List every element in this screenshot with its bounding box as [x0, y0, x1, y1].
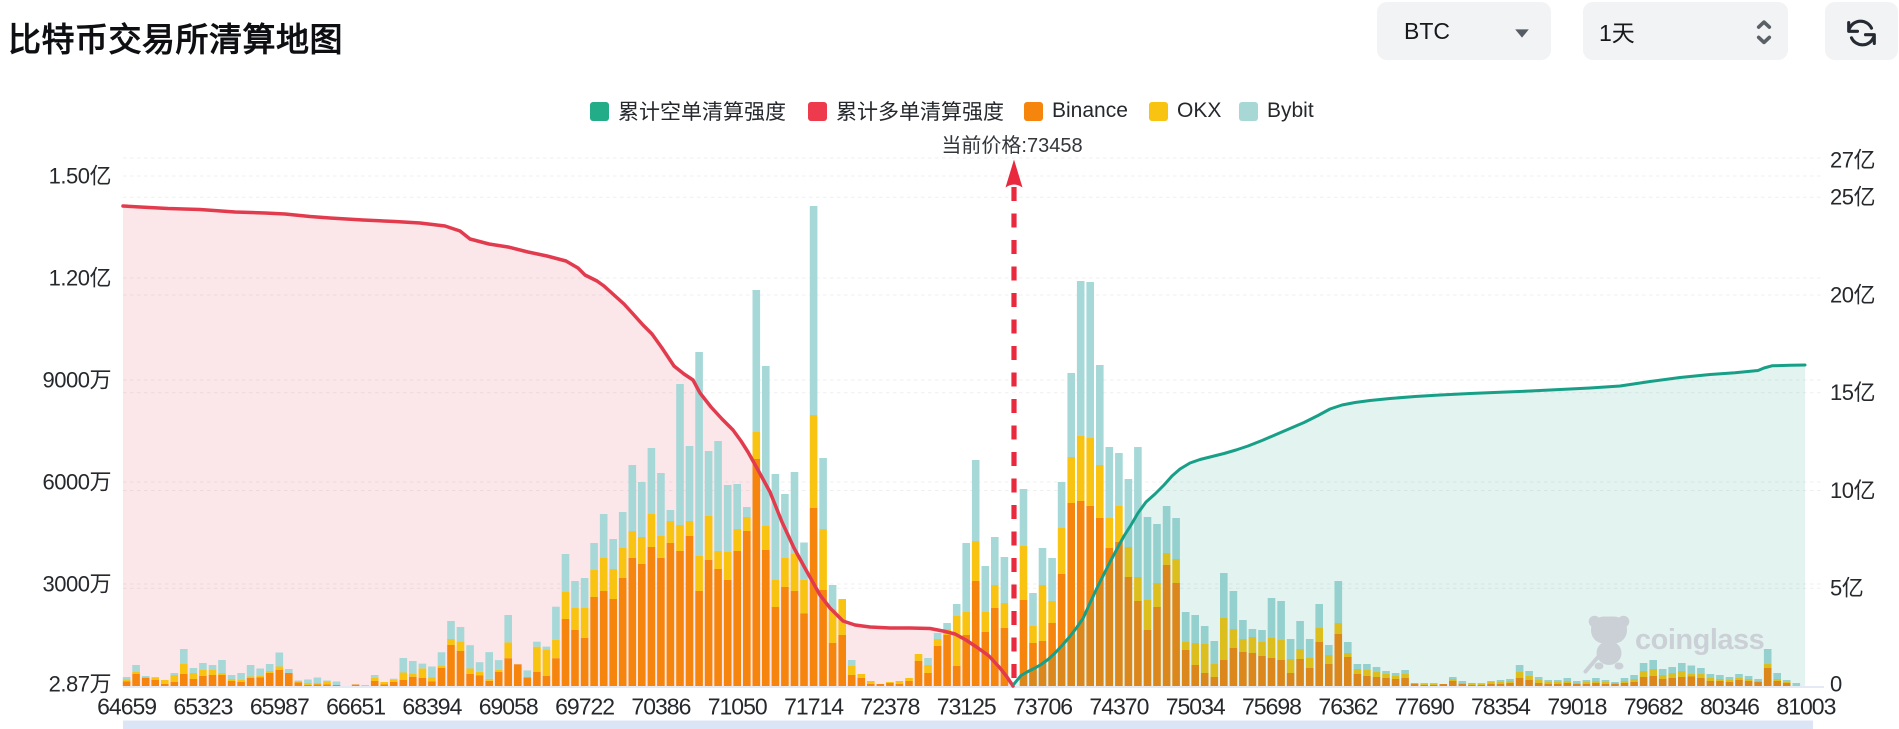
svg-text:76362: 76362: [1318, 694, 1377, 720]
svg-text:78354: 78354: [1471, 694, 1531, 720]
svg-text:coinglass: coinglass: [1635, 624, 1764, 656]
svg-text:6000万: 6000万: [43, 470, 111, 495]
svg-text:2.87万: 2.87万: [49, 672, 111, 697]
svg-text:0: 0: [1830, 672, 1842, 697]
svg-text:9000万: 9000万: [43, 368, 111, 393]
svg-text:3000万: 3000万: [43, 572, 111, 597]
svg-text:77690: 77690: [1395, 694, 1454, 720]
svg-text:1.50亿: 1.50亿: [49, 164, 111, 189]
svg-text:27亿: 27亿: [1830, 148, 1875, 173]
svg-text:5亿: 5亿: [1830, 576, 1863, 601]
svg-text:65323: 65323: [173, 694, 232, 720]
svg-text:69722: 69722: [555, 694, 614, 720]
svg-text:73125: 73125: [937, 694, 996, 720]
svg-text:10亿: 10亿: [1830, 478, 1875, 503]
svg-text:81003: 81003: [1776, 694, 1835, 720]
svg-text:70386: 70386: [631, 694, 690, 720]
svg-text:75034: 75034: [1166, 694, 1226, 720]
svg-text:72378: 72378: [860, 694, 919, 720]
svg-text:79018: 79018: [1547, 694, 1606, 720]
svg-text:69058: 69058: [479, 694, 538, 720]
svg-text:64659: 64659: [97, 694, 156, 720]
svg-text:66651: 66651: [326, 694, 385, 720]
svg-text:65987: 65987: [250, 694, 309, 720]
svg-text:71714: 71714: [784, 694, 844, 720]
svg-text:71050: 71050: [708, 694, 767, 720]
svg-text:15亿: 15亿: [1830, 380, 1875, 405]
svg-text:1.20亿: 1.20亿: [49, 266, 111, 291]
svg-text:74370: 74370: [1089, 694, 1148, 720]
svg-text:79682: 79682: [1624, 694, 1683, 720]
svg-text:25亿: 25亿: [1830, 185, 1875, 210]
svg-text:75698: 75698: [1242, 694, 1301, 720]
svg-text:73706: 73706: [1013, 694, 1072, 720]
svg-text:20亿: 20亿: [1830, 283, 1875, 308]
svg-text:68394: 68394: [402, 694, 462, 720]
svg-text:80346: 80346: [1700, 694, 1759, 720]
